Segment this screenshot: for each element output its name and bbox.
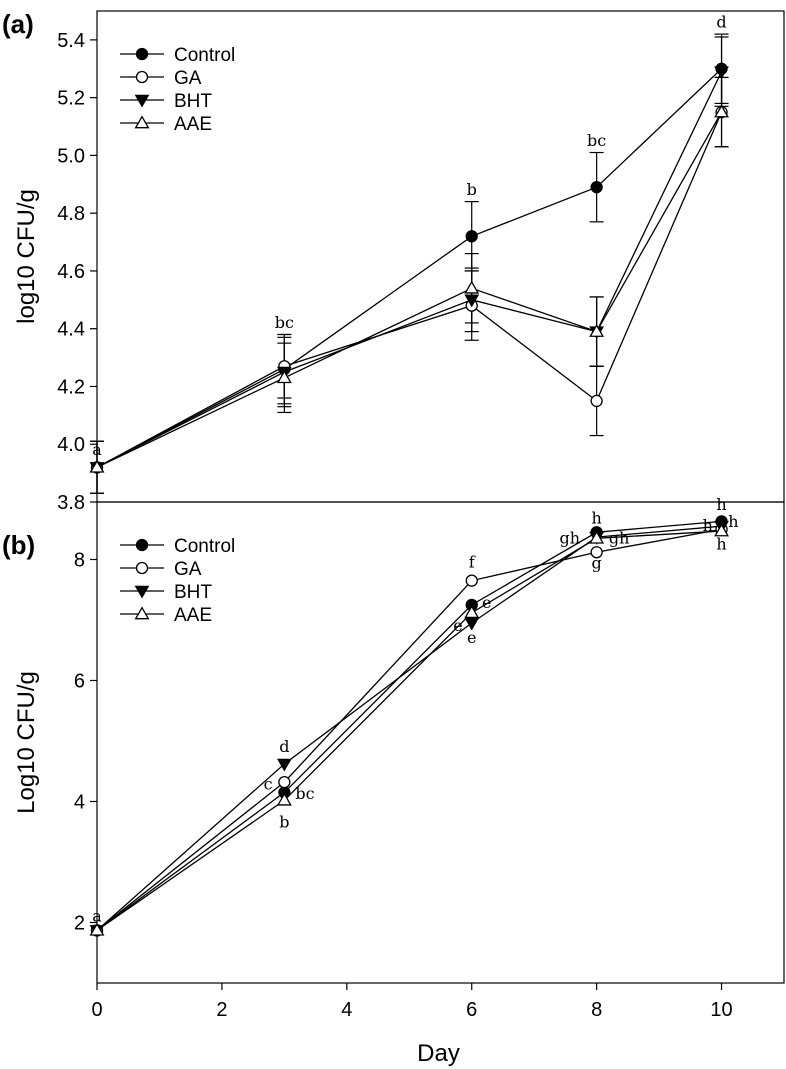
data-point-aae xyxy=(464,280,480,294)
legend-label-ga: GA xyxy=(174,559,202,580)
y-tick-label: 2 xyxy=(74,912,85,934)
x-tick-label: 4 xyxy=(341,999,352,1021)
legend-marker-ga xyxy=(135,561,149,575)
significance-letter: a xyxy=(92,906,102,925)
significance-letter: e xyxy=(482,593,491,612)
legend-marker-ga xyxy=(135,70,149,84)
y-tick-label: 8 xyxy=(74,549,85,571)
y-tick-label: 4.8 xyxy=(57,203,85,225)
legend-marker-aae xyxy=(134,115,150,129)
data-point-bht xyxy=(464,617,480,631)
y-tick-label: 3.8 xyxy=(57,492,85,514)
significance-letter: e xyxy=(453,616,462,635)
y-tick-label: 4 xyxy=(74,791,85,813)
data-point-bht xyxy=(464,294,480,308)
y-axis-title: Log10 CFU/g xyxy=(13,671,40,814)
significance-letter: c xyxy=(264,775,273,794)
significance-letter: h xyxy=(703,516,713,535)
y-tick-label: 5.4 xyxy=(57,30,85,52)
legend-marker-bht xyxy=(134,94,150,108)
y-tick-label: 4.4 xyxy=(57,319,85,341)
y-tick-label: 4.6 xyxy=(57,261,85,283)
data-point-ga xyxy=(590,546,603,559)
legend-label-bht: BHT xyxy=(174,91,212,112)
significance-letter: gh xyxy=(560,528,581,547)
significance-letter: h xyxy=(716,495,726,514)
legend-marker-aae xyxy=(134,606,150,620)
significance-letter: e xyxy=(467,628,476,647)
data-point-ga xyxy=(465,574,478,587)
data-point-aae xyxy=(589,323,605,337)
data-point-bht xyxy=(277,758,292,772)
data-point-aae xyxy=(714,523,729,537)
x-tick-label: 2 xyxy=(216,999,227,1021)
significance-letter: f xyxy=(469,553,476,572)
significance-letter: g xyxy=(592,554,602,573)
legend-label-control: Control xyxy=(174,45,235,66)
data-point-ga xyxy=(278,775,291,789)
significance-letter: gh xyxy=(609,528,630,547)
x-tick-label: 0 xyxy=(91,999,102,1021)
panel-a: (a) 3.8 4.0 4.2 4.4 4.6 4.8 5.0 5.2 5.4 log10 CFU/… xyxy=(2,9,785,514)
significance-letter: h xyxy=(591,508,601,527)
data-point-bht xyxy=(714,66,729,80)
data-point-control xyxy=(590,181,603,194)
legend-label-ga: GA xyxy=(174,68,202,89)
significance-letter: a xyxy=(92,440,102,459)
y-tick-label: 5.0 xyxy=(57,145,85,167)
y-tick-label: 4.0 xyxy=(57,434,85,456)
plot-frame xyxy=(96,501,785,984)
significance-letter: b xyxy=(279,813,289,832)
x-tick-label: 8 xyxy=(591,999,602,1021)
data-point-aae xyxy=(276,792,292,806)
significance-letter: d xyxy=(279,737,289,756)
series-line-aae xyxy=(96,111,723,468)
legend-marker-bht xyxy=(134,585,150,599)
significance-letter: h xyxy=(728,512,738,531)
y-tick-label: 6 xyxy=(74,670,85,692)
data-point-aae xyxy=(89,459,105,473)
data-point-ga xyxy=(590,394,603,408)
data-point-aae xyxy=(589,530,605,544)
significance-letter: b xyxy=(467,180,477,199)
x-tick-label: 6 xyxy=(466,999,477,1021)
y-tick-label: 5.2 xyxy=(57,88,85,110)
significance-letter: bc xyxy=(275,313,294,332)
legend-label-bht: BHT xyxy=(174,582,212,603)
panel-label: (b) xyxy=(2,530,35,560)
data-point-aae xyxy=(714,104,729,118)
significance-letter: h xyxy=(716,534,726,553)
legend-label-control: Control xyxy=(174,536,235,557)
significance-letter: bc xyxy=(295,784,314,803)
legend-marker-control xyxy=(135,47,149,61)
data-point-aae xyxy=(89,922,105,936)
y-axis-title: log10 CFU/g xyxy=(13,189,40,324)
data-point-control xyxy=(465,230,478,243)
x-axis-title: Day xyxy=(417,1040,460,1067)
data-point-aae xyxy=(276,370,292,384)
legend-label-aae: AAE xyxy=(174,605,212,626)
legend-marker-control xyxy=(135,538,149,552)
data-point-aae xyxy=(464,605,480,619)
x-tick-label: 10 xyxy=(710,999,732,1021)
significance-letter: d xyxy=(716,13,726,32)
significance-letter: bc xyxy=(587,131,606,150)
series-line-ga xyxy=(96,111,723,468)
panel-label: (a) xyxy=(2,9,34,39)
y-tick-label: 4.2 xyxy=(57,376,85,398)
legend-label-aae: AAE xyxy=(174,114,212,135)
